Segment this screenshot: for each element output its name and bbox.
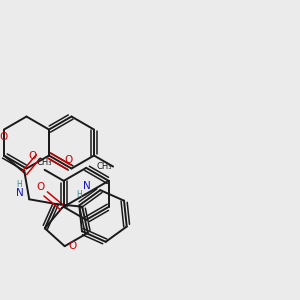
Text: CH₃: CH₃	[37, 158, 52, 167]
Text: H: H	[17, 180, 22, 189]
Text: O: O	[0, 132, 8, 142]
Text: O: O	[65, 155, 73, 166]
Text: CH₃: CH₃	[96, 162, 112, 171]
Text: N: N	[83, 181, 91, 191]
Text: H: H	[77, 190, 82, 199]
Text: N: N	[16, 188, 23, 198]
Text: O: O	[29, 151, 37, 161]
Text: O: O	[36, 182, 44, 192]
Text: O: O	[68, 241, 76, 251]
